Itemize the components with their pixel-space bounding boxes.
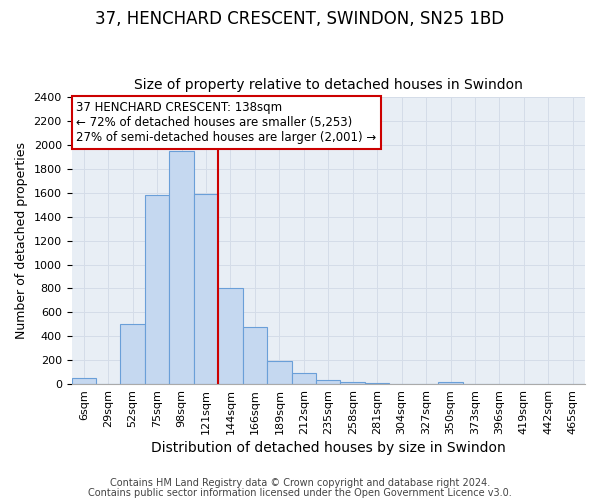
X-axis label: Distribution of detached houses by size in Swindon: Distribution of detached houses by size … [151, 441, 506, 455]
Text: Contains HM Land Registry data © Crown copyright and database right 2024.: Contains HM Land Registry data © Crown c… [110, 478, 490, 488]
Bar [242, 328, 267, 384]
Bar [340, 382, 365, 384]
Text: Contains public sector information licensed under the Open Government Licence v3: Contains public sector information licen… [88, 488, 512, 498]
Bar [316, 380, 340, 384]
Bar [267, 362, 292, 384]
Bar [145, 196, 169, 384]
Bar [218, 288, 242, 384]
Bar [169, 151, 194, 384]
Text: 37 HENCHARD CRESCENT: 138sqm
← 72% of detached houses are smaller (5,253)
27% of: 37 HENCHARD CRESCENT: 138sqm ← 72% of de… [76, 101, 377, 144]
Title: Size of property relative to detached houses in Swindon: Size of property relative to detached ho… [134, 78, 523, 92]
Text: 37, HENCHARD CRESCENT, SWINDON, SN25 1BD: 37, HENCHARD CRESCENT, SWINDON, SN25 1BD [95, 10, 505, 28]
Y-axis label: Number of detached properties: Number of detached properties [15, 142, 28, 339]
Bar [194, 194, 218, 384]
Bar [71, 378, 96, 384]
Bar [121, 324, 145, 384]
Bar [438, 382, 463, 384]
Bar [292, 374, 316, 384]
